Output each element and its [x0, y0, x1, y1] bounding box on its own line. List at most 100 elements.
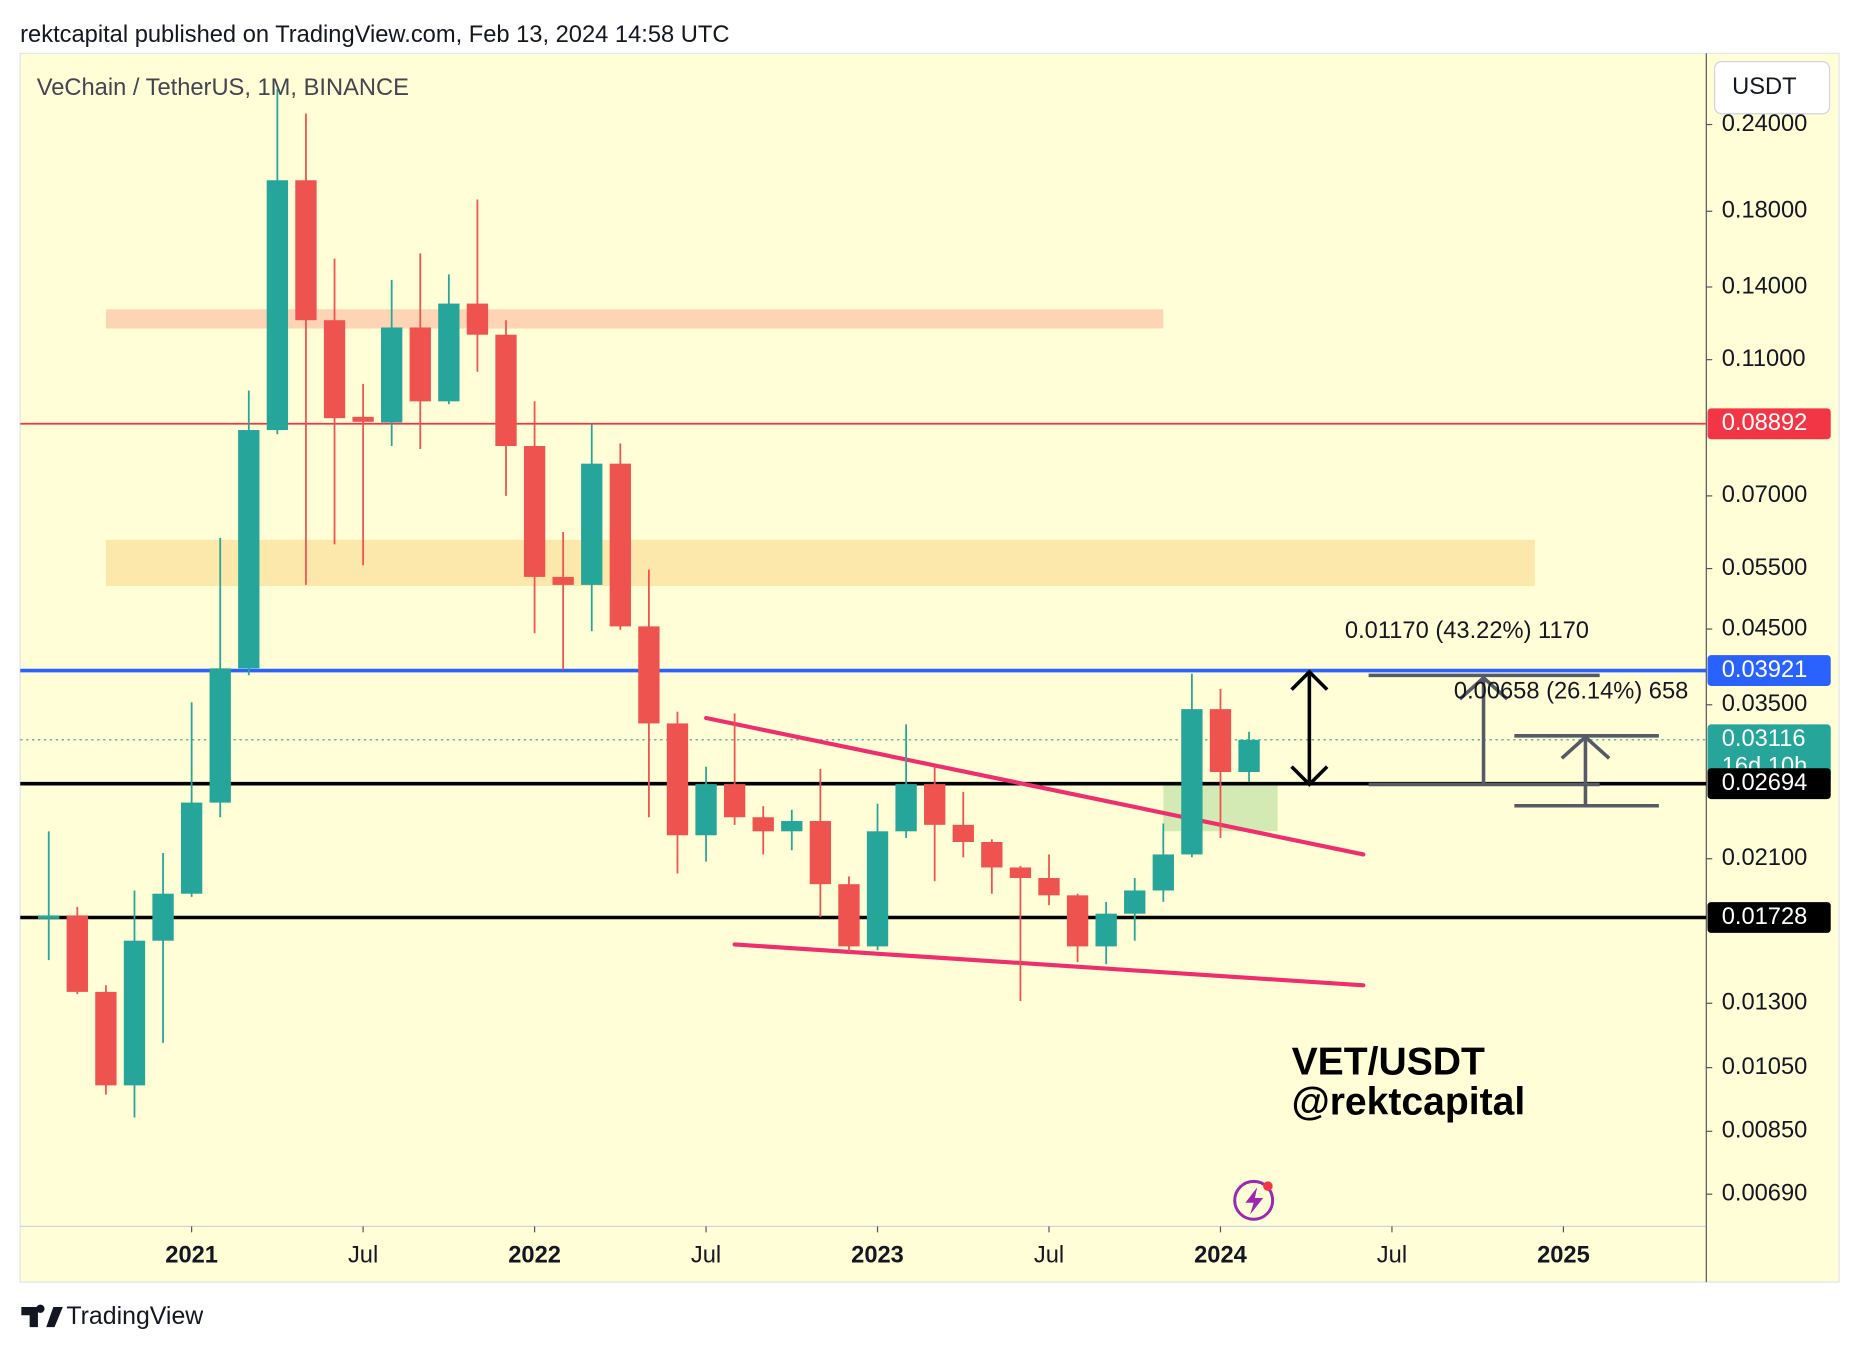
price-badge-label: 0.08892 — [1722, 410, 1808, 436]
watermark: VET/USDT — [1292, 1040, 1485, 1083]
x-tick-label: Jul — [1034, 1242, 1064, 1268]
candle-body — [95, 991, 117, 1086]
candle-body — [1238, 739, 1260, 773]
candle-body — [266, 180, 289, 431]
measure-label-group: 0.00658 (26.14%) 658 — [1454, 678, 1688, 704]
candle-body — [238, 430, 260, 669]
x-tick-label: Jul — [348, 1242, 378, 1268]
trendline — [703, 715, 1366, 857]
candle-body — [924, 784, 946, 825]
price-badge — [1707, 408, 1831, 440]
y-tick-label: 0.00850 — [1722, 1118, 1808, 1144]
y-tick-label: 0.00690 — [1722, 1180, 1808, 1206]
candle-body — [38, 915, 60, 919]
plot-area — [20, 89, 1707, 1118]
candle-body — [1124, 890, 1146, 914]
alert-icon — [1233, 1179, 1275, 1221]
candle-body — [781, 821, 803, 832]
price-badge-label: 0.03921 — [1722, 657, 1808, 683]
y-tick-label: 0.18000 — [1722, 198, 1808, 224]
x-tick-label: 2024 — [1194, 1242, 1248, 1268]
candle-body — [609, 463, 631, 627]
x-tick-label: 2025 — [1537, 1242, 1590, 1268]
candle-body — [1209, 709, 1232, 773]
candle-body — [438, 303, 460, 402]
candle-body — [123, 940, 146, 1086]
candle-body — [952, 824, 974, 842]
candle-body — [695, 784, 717, 836]
price-badge-label: 0.02694 — [1722, 770, 1808, 796]
candle-body — [66, 915, 88, 992]
header: rektcapital published on TradingView.com… — [20, 22, 729, 48]
y-tick-label: 0.05500 — [1722, 555, 1808, 581]
candle-body — [1095, 913, 1117, 947]
y-tick-label: 0.02100 — [1722, 845, 1808, 871]
candle-body — [552, 576, 574, 585]
x-tick-label: 2022 — [508, 1242, 561, 1268]
y-tick-label: 0.14000 — [1722, 273, 1808, 299]
zone — [105, 539, 1535, 587]
candle-body — [838, 884, 860, 947]
candle-body — [352, 416, 374, 422]
candle-body — [866, 831, 889, 947]
x-tick-label: 2021 — [165, 1242, 218, 1268]
footer-logo — [21, 1304, 63, 1328]
candle-body — [323, 320, 346, 419]
currency-label[interactable]: USDT — [1732, 74, 1796, 100]
y-tick-label: 0.24000 — [1722, 111, 1808, 137]
candle-body — [981, 841, 1003, 868]
trendline — [732, 942, 1366, 988]
measure-arrowhead — [1290, 669, 1329, 787]
y-tick-label: 0.04500 — [1722, 615, 1808, 641]
x-tick-label: 2023 — [851, 1242, 904, 1268]
candle-body — [1009, 867, 1032, 878]
candle-body — [638, 626, 660, 724]
candle-body — [1038, 877, 1060, 896]
candle-body — [752, 817, 774, 832]
price-badge-label: 0.03116 — [1722, 726, 1806, 752]
candle-body — [1181, 709, 1203, 855]
alert-dot — [1263, 1181, 1273, 1191]
range-tool — [1368, 673, 1600, 787]
range-tool — [1514, 734, 1659, 808]
chart-background — [19, 52, 1840, 1283]
candle-body — [1066, 895, 1089, 947]
currency-button[interactable] — [1714, 61, 1831, 115]
candle-body — [723, 784, 746, 818]
price-badge — [1707, 655, 1831, 686]
candle-body — [180, 802, 203, 894]
price-badge — [1707, 902, 1831, 933]
watermark: @rektcapital — [1292, 1081, 1526, 1124]
footer-brand: TradingView — [66, 1302, 204, 1330]
candle-body — [209, 668, 231, 803]
candle-body — [152, 893, 174, 941]
overlay: 0.01170 (43.22%) 1170 0.00658 (26.14%) 65… — [1233, 618, 1688, 1221]
candle-body — [495, 334, 517, 447]
candle-body — [523, 446, 546, 577]
candle-body — [895, 784, 917, 832]
y-tick-label: 0.01300 — [1722, 990, 1808, 1016]
symbol-title: VeChain / TetherUS, 1M, BINANCE — [37, 75, 409, 101]
measure-label: 0.00658 (26.14%) 658 — [1454, 678, 1688, 704]
candle-body — [1152, 854, 1174, 891]
y-tick-label: 0.07000 — [1722, 482, 1808, 508]
zone — [105, 309, 1164, 329]
candle-body — [581, 463, 603, 585]
x-tick-label: Jul — [1377, 1242, 1407, 1268]
y-tick-label: 0.03500 — [1722, 691, 1808, 717]
candle-body — [409, 327, 431, 402]
candle-body — [666, 723, 689, 836]
alert-icon-bolt — [1245, 1187, 1264, 1215]
price-badge — [1707, 768, 1831, 800]
candle-body — [381, 327, 403, 423]
candle-body — [466, 303, 489, 335]
y-tick-label: 0.11000 — [1722, 346, 1806, 372]
y-tick-label: 0.01050 — [1722, 1054, 1808, 1080]
x-tick-label: Jul — [691, 1242, 721, 1268]
candle-body — [295, 180, 317, 321]
measure-label: 0.01170 (43.22%) 1170 — [1345, 618, 1589, 644]
candle-body — [809, 821, 832, 885]
price-badge-label: 0.01728 — [1722, 904, 1808, 930]
